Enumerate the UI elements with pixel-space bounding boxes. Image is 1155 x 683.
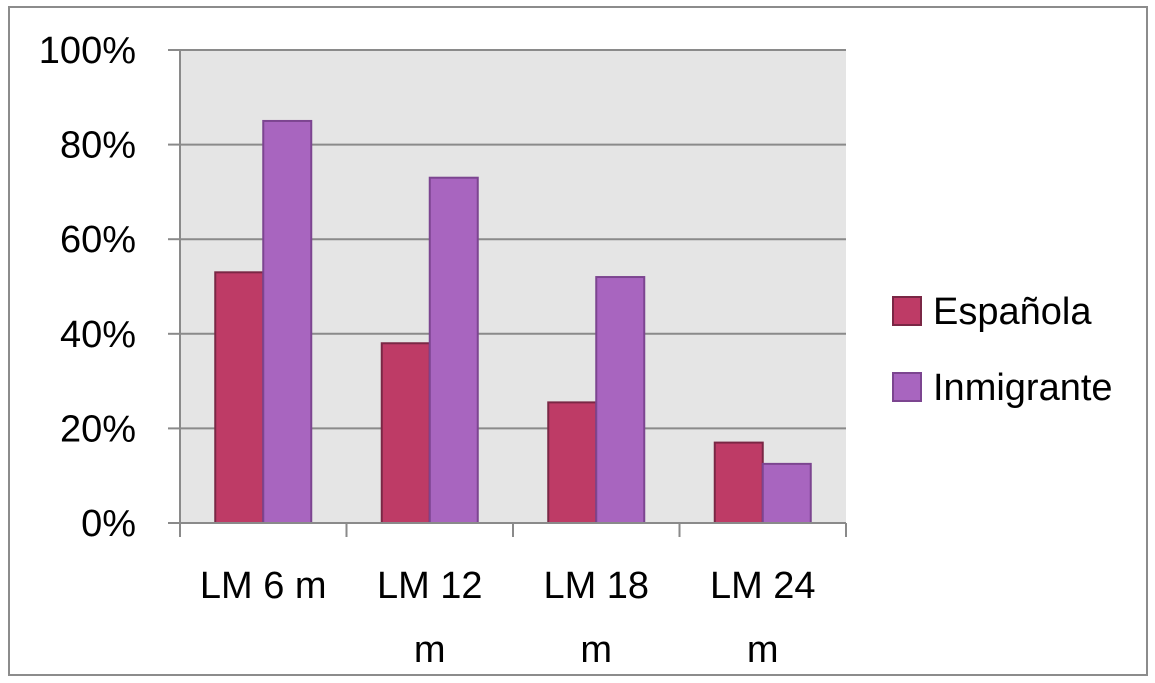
legend-label: Española	[933, 291, 1092, 333]
y-tick-label: 20%	[60, 408, 136, 450]
bar-espanola	[713, 441, 764, 524]
bar-inmigrante	[761, 462, 812, 524]
axes	[168, 49, 847, 537]
x-category-label: m	[414, 629, 446, 671]
legend-label: Inmigrante	[933, 367, 1113, 409]
y-tick-label: 80%	[60, 125, 136, 167]
y-tick-label: 60%	[60, 219, 136, 261]
y-tick-label: 100%	[39, 30, 136, 72]
y-axis-tick-labels: 0% 20% 40% 60% 80% 100%	[39, 30, 136, 545]
bar-espanola	[380, 342, 431, 525]
x-category-label: LM 18	[543, 565, 649, 607]
bar-inmigrante	[595, 276, 646, 525]
y-tick-label: 40%	[60, 314, 136, 356]
bars	[214, 119, 812, 525]
legend-swatch	[892, 296, 922, 326]
x-category-label: LM 24	[710, 565, 816, 607]
legend-swatch	[892, 372, 922, 402]
x-category-label: LM 12	[377, 565, 483, 607]
bar-espanola	[547, 401, 598, 525]
x-category-label: LM 6 m	[200, 565, 327, 607]
y-tick-label: 0%	[81, 503, 136, 545]
x-axis-category-labels: LM 6 m LM 12 m LM 18 m LM 24 m	[200, 565, 816, 671]
legend: Española Inmigrante	[892, 291, 1113, 409]
x-category-label: m	[747, 629, 779, 671]
bar-espanola	[214, 271, 265, 524]
x-category-label: m	[580, 629, 612, 671]
bar-inmigrante	[428, 176, 479, 525]
bar-inmigrante	[262, 119, 313, 524]
